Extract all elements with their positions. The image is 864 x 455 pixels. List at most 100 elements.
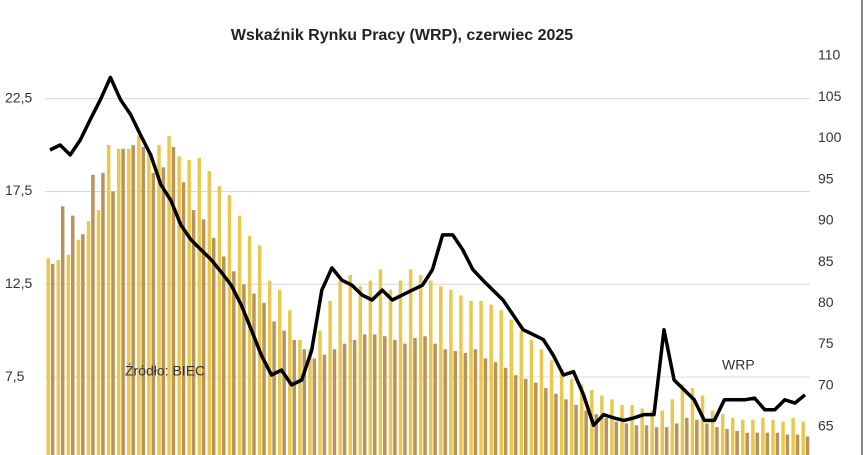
y2-tick-label: 100 xyxy=(818,129,842,145)
y2-tick-label: 70 xyxy=(818,376,834,392)
bar xyxy=(222,256,226,455)
bar xyxy=(232,271,236,455)
bar xyxy=(46,258,51,455)
bar xyxy=(534,382,538,455)
bar xyxy=(157,145,161,455)
bar xyxy=(473,349,478,455)
annotation: Źródło: BIEC xyxy=(125,363,205,379)
bar xyxy=(453,351,458,455)
bar xyxy=(529,339,534,455)
bar xyxy=(127,148,131,455)
bar xyxy=(710,410,715,455)
bar xyxy=(342,343,347,455)
bar xyxy=(610,399,614,455)
bar xyxy=(56,260,61,455)
bar xyxy=(141,146,145,455)
bar xyxy=(187,159,191,455)
bar xyxy=(640,408,644,455)
bar xyxy=(338,280,342,455)
bar xyxy=(191,210,196,455)
y2-tick-label: 90 xyxy=(818,212,834,228)
bar xyxy=(579,384,584,455)
bar xyxy=(207,171,212,455)
bar xyxy=(312,358,317,455)
bar xyxy=(715,427,719,455)
bar xyxy=(197,158,201,455)
line xyxy=(49,75,807,428)
bar xyxy=(554,393,558,455)
y2-tick-label: 95 xyxy=(818,170,834,186)
bar xyxy=(479,300,483,455)
bar xyxy=(449,289,453,455)
bar xyxy=(378,269,383,455)
bar xyxy=(96,210,101,455)
bar xyxy=(544,388,548,455)
bar xyxy=(302,349,307,455)
bar xyxy=(116,148,121,455)
bar xyxy=(781,421,785,455)
bar xyxy=(66,254,71,455)
bar xyxy=(771,419,775,455)
bar xyxy=(439,286,443,455)
bar xyxy=(352,339,357,455)
bar xyxy=(483,358,488,455)
bar xyxy=(503,367,508,455)
bar xyxy=(644,425,649,455)
bar xyxy=(469,300,473,455)
bar xyxy=(741,419,745,455)
bar xyxy=(60,206,65,455)
bar xyxy=(493,362,498,455)
bar xyxy=(50,263,55,455)
bar xyxy=(318,330,322,455)
bar xyxy=(705,423,709,455)
bar xyxy=(86,221,91,455)
bar xyxy=(745,432,749,455)
bar xyxy=(308,349,312,455)
y-tick-label: 22,5 xyxy=(5,89,32,105)
bar xyxy=(513,375,518,455)
bar xyxy=(322,354,327,455)
y2-tick-label: 105 xyxy=(818,88,842,104)
bar xyxy=(262,302,266,455)
bar xyxy=(368,280,373,455)
bar xyxy=(151,172,156,455)
bar xyxy=(328,300,332,455)
bar xyxy=(211,237,216,455)
bar xyxy=(227,195,232,455)
bar xyxy=(91,174,95,455)
bar xyxy=(624,423,629,455)
bar xyxy=(398,280,403,455)
bar xyxy=(785,434,790,455)
bar xyxy=(403,343,407,455)
bar xyxy=(539,349,544,455)
bar xyxy=(332,349,337,455)
bar xyxy=(654,427,659,455)
bar xyxy=(751,419,755,455)
bar xyxy=(735,430,739,455)
bar xyxy=(700,395,705,455)
bar xyxy=(549,360,554,455)
bar xyxy=(574,404,578,455)
bar xyxy=(362,334,367,455)
bar xyxy=(181,182,186,455)
bar xyxy=(594,414,598,455)
chart-title: Wskaźnik Rynku Pracy (WRP), czerwiec 202… xyxy=(231,27,573,44)
bar xyxy=(418,274,423,455)
bar xyxy=(805,436,810,455)
bar xyxy=(674,423,679,455)
bar xyxy=(217,185,222,455)
bar xyxy=(298,339,302,455)
bar xyxy=(630,404,634,455)
bar xyxy=(388,289,393,455)
y2-tick-label: 75 xyxy=(818,335,834,351)
bar xyxy=(282,330,286,455)
bar xyxy=(201,219,206,455)
bar xyxy=(383,336,387,455)
bar xyxy=(393,339,397,455)
y-tick-label: 7,5 xyxy=(5,368,25,384)
bar xyxy=(242,284,246,455)
bar xyxy=(433,343,437,455)
bar xyxy=(499,310,503,455)
y2-tick-label: 80 xyxy=(818,294,834,310)
